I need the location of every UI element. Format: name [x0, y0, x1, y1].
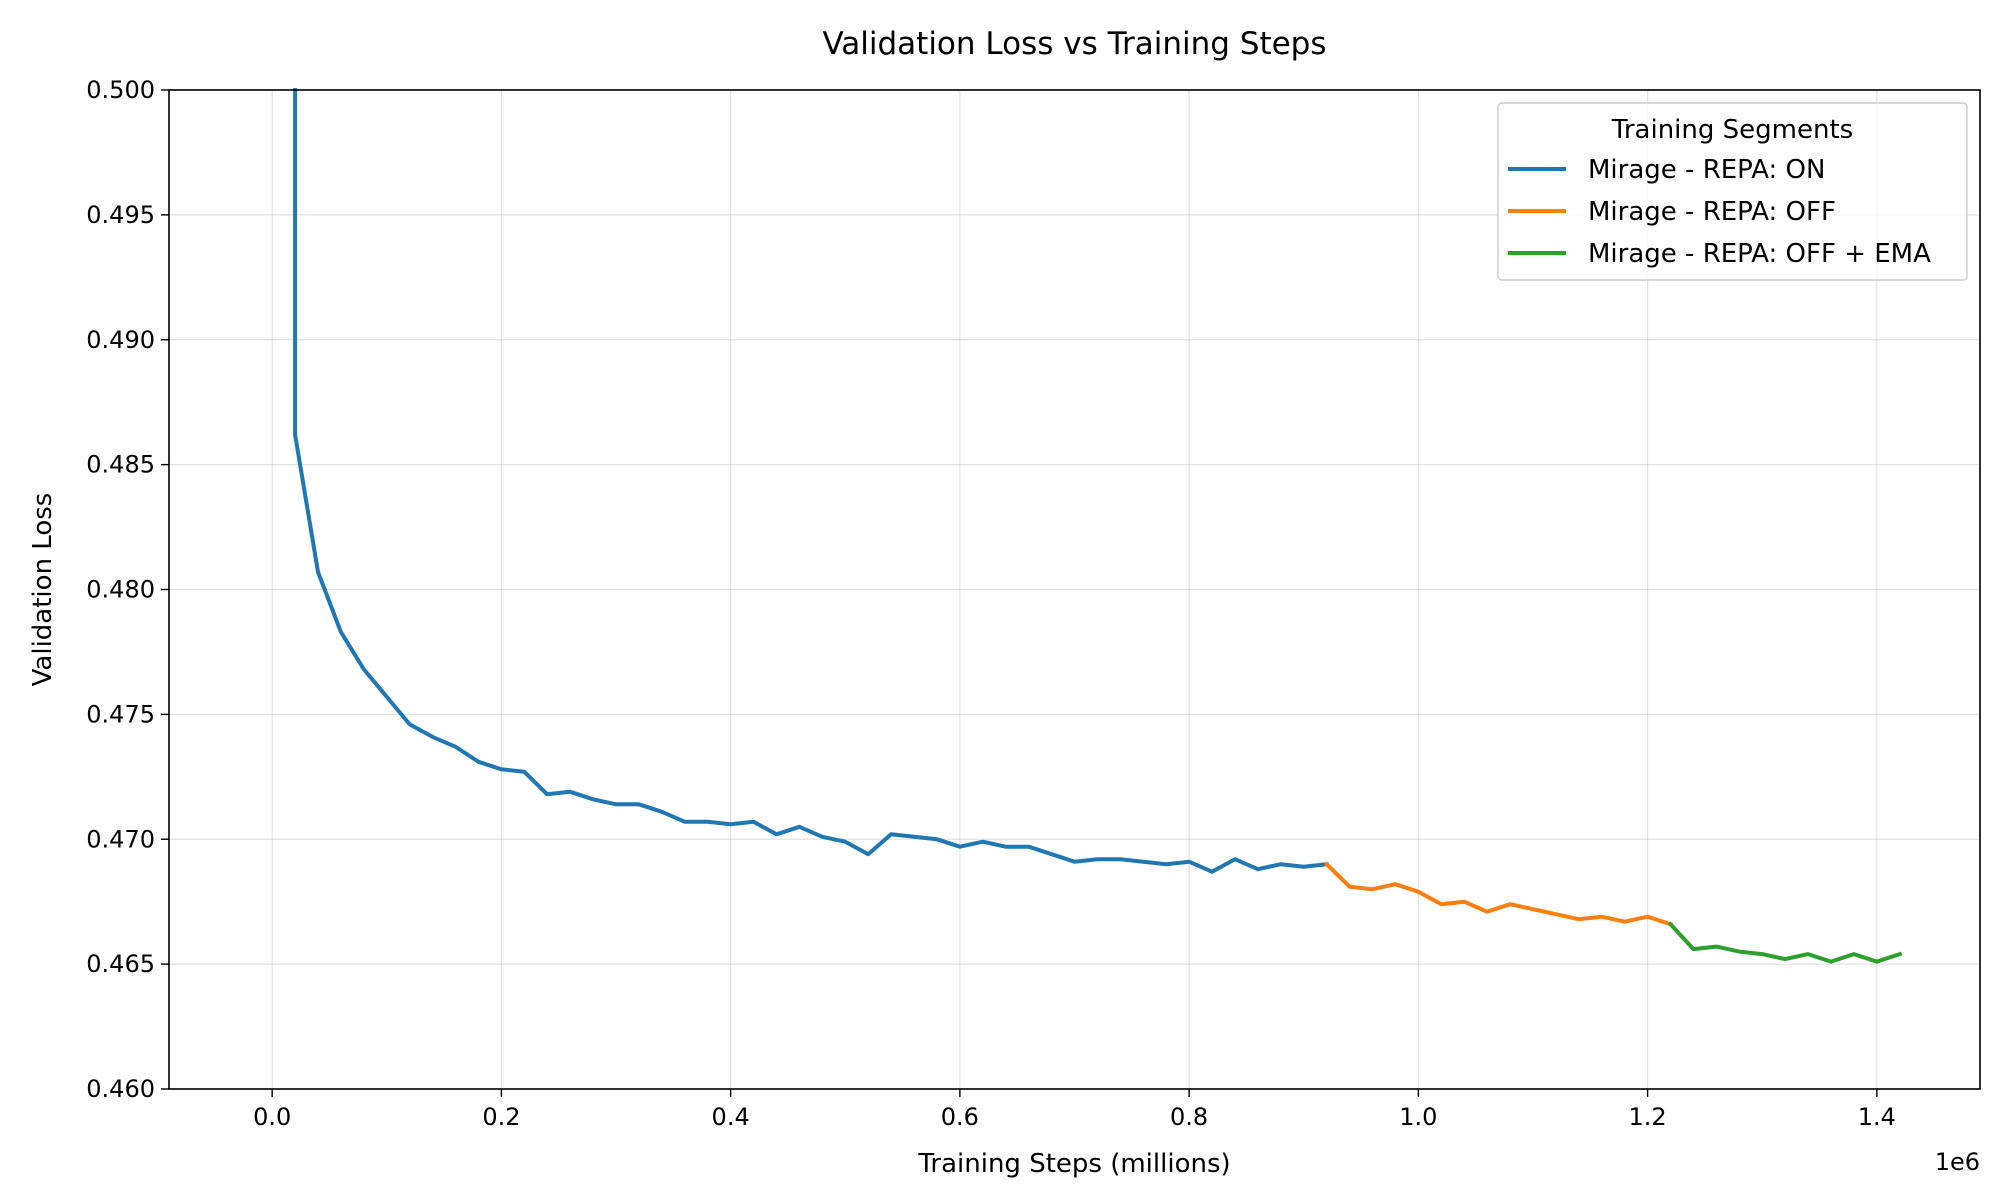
series-lines — [293, 88, 1903, 964]
legend-entry-label: Mirage - REPA: OFF — [1588, 197, 1836, 227]
x-tick-label: 0.8 — [1170, 1103, 1208, 1131]
legend-entry-label: Mirage - REPA: OFF + EMA — [1588, 239, 1931, 269]
chart-title: Validation Loss vs Training Steps — [822, 26, 1326, 62]
y-tick-label: 0.485 — [86, 451, 155, 479]
x-tick-label: 1.0 — [1399, 1103, 1437, 1131]
y-axis-label: Validation Loss — [28, 493, 58, 687]
legend-entry-label: Mirage - REPA: ON — [1588, 155, 1825, 185]
y-tick-label: 0.495 — [86, 201, 155, 229]
series-line-2 — [1323, 861, 1674, 927]
y-tick-label: 0.460 — [86, 1075, 155, 1103]
axis-ticks: 0.0 0.2 0.4 0.6 0.8 1.0 1.2 1.4 0.460 0.465 0.470 0… — [86, 76, 1896, 1131]
x-tick-label: 0.0 — [253, 1103, 291, 1131]
x-axis-offset-label: 1e6 — [1935, 1148, 1980, 1176]
x-tick-label: 0.4 — [712, 1103, 750, 1131]
y-tick-label: 0.465 — [86, 950, 155, 978]
legend-title: Training Segments — [1611, 115, 1853, 145]
x-tick-label: 1.4 — [1858, 1103, 1896, 1131]
series-line-3 — [1667, 921, 1903, 964]
series-line-1 — [293, 88, 1329, 874]
y-tick-label: 0.470 — [86, 825, 155, 853]
legend-entries: Mirage - REPA: ON Mirage - REPA: OFF Mirag… — [1508, 155, 1931, 269]
y-tick-label: 0.500 — [86, 76, 155, 104]
x-tick-label: 0.6 — [941, 1103, 979, 1131]
x-tick-label: 0.2 — [482, 1103, 520, 1131]
legend: Training Segments Mirage - REPA: ONMirag… — [1497, 102, 1968, 281]
y-tick-label: 0.490 — [86, 326, 155, 354]
y-tick-label: 0.480 — [86, 576, 155, 604]
y-tick-label: 0.475 — [86, 700, 155, 728]
legend-box — [1497, 102, 1968, 281]
x-axis-label: Training Steps (millions) — [917, 1149, 1230, 1179]
x-tick-label: 1.2 — [1629, 1103, 1667, 1131]
